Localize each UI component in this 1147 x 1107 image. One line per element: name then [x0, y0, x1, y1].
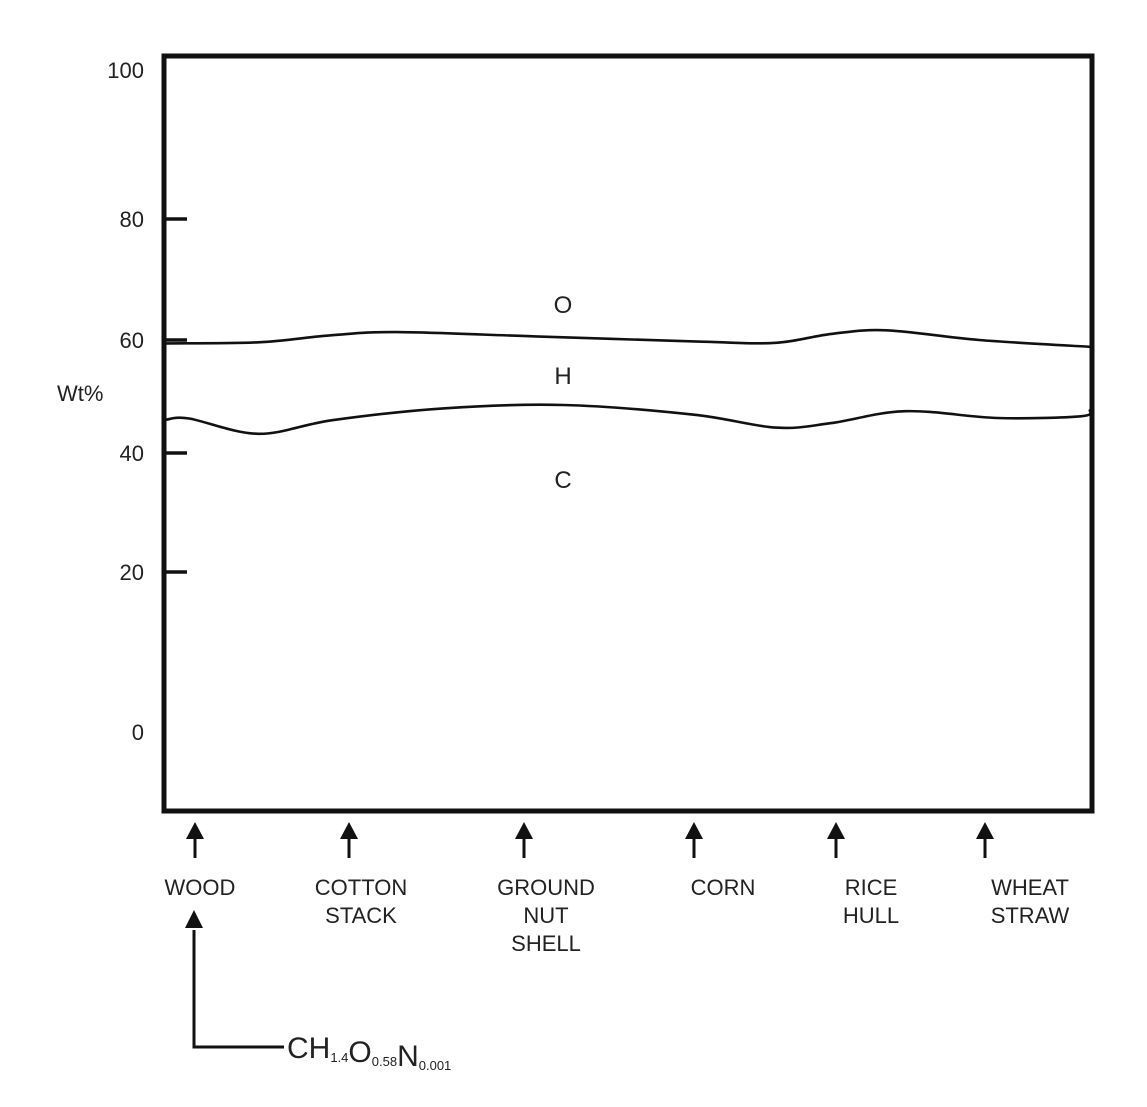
category-arrow-head	[515, 822, 533, 839]
formula-annotation: CH1.4O0.58N0.001	[185, 910, 451, 1073]
category-label: COTTON	[315, 875, 407, 900]
category-arrow-head	[340, 822, 358, 839]
y-tick-label: 80	[120, 207, 144, 232]
plot-frame	[161, 53, 1095, 814]
region-label-o: O	[554, 292, 573, 319]
category-rice-hull: RICE HULL	[827, 822, 899, 928]
category-corn: CORN	[685, 822, 755, 900]
category-label: HULL	[843, 903, 899, 928]
boundary-curve-lower	[165, 403, 1092, 436]
boundary-curve-upper	[165, 328, 1091, 349]
category-label: WHEAT	[991, 875, 1069, 900]
category-wood: WOOD	[165, 822, 236, 900]
category-cotton-stack: COTTON STACK	[315, 822, 407, 928]
boundary-curves	[165, 328, 1092, 436]
region-label-c: C	[554, 467, 571, 494]
category-arrow-head	[976, 822, 994, 839]
y-axis-label: Wt%	[57, 381, 103, 406]
category-label: GROUND	[497, 875, 595, 900]
region-label-h: H	[554, 363, 571, 390]
category-wheat-straw: WHEAT STRAW	[976, 822, 1070, 928]
annotation-connector	[192, 930, 284, 1049]
y-tick-label: 0	[132, 720, 144, 745]
y-tick-label: 40	[120, 441, 144, 466]
category-label: CORN	[691, 875, 756, 900]
category-label: RICE	[845, 875, 898, 900]
y-tick-label: 20	[120, 560, 144, 585]
category-label: NUT	[523, 903, 568, 928]
category-label: WOOD	[165, 875, 236, 900]
category-arrow-head	[685, 822, 703, 839]
category-label: STACK	[325, 903, 397, 928]
category-arrow-head	[186, 822, 204, 839]
y-tick-label: 60	[120, 328, 144, 353]
category-arrow-head	[827, 822, 845, 839]
chemical-formula: CH1.4O0.58N0.001	[287, 1032, 451, 1073]
annotation-arrow-head	[185, 910, 203, 928]
y-tick-label: 100	[107, 58, 144, 83]
category-ground-nut-shell: GROUND NUT SHELL	[497, 822, 595, 956]
category-axis: WOOD COTTON STACK GROUND NUT SHELL CORN RICE HUL…	[165, 822, 1070, 956]
category-label: SHELL	[511, 931, 581, 956]
y-axis: 100 80 60 40 20 0	[107, 58, 187, 745]
category-label: STRAW	[991, 903, 1070, 928]
